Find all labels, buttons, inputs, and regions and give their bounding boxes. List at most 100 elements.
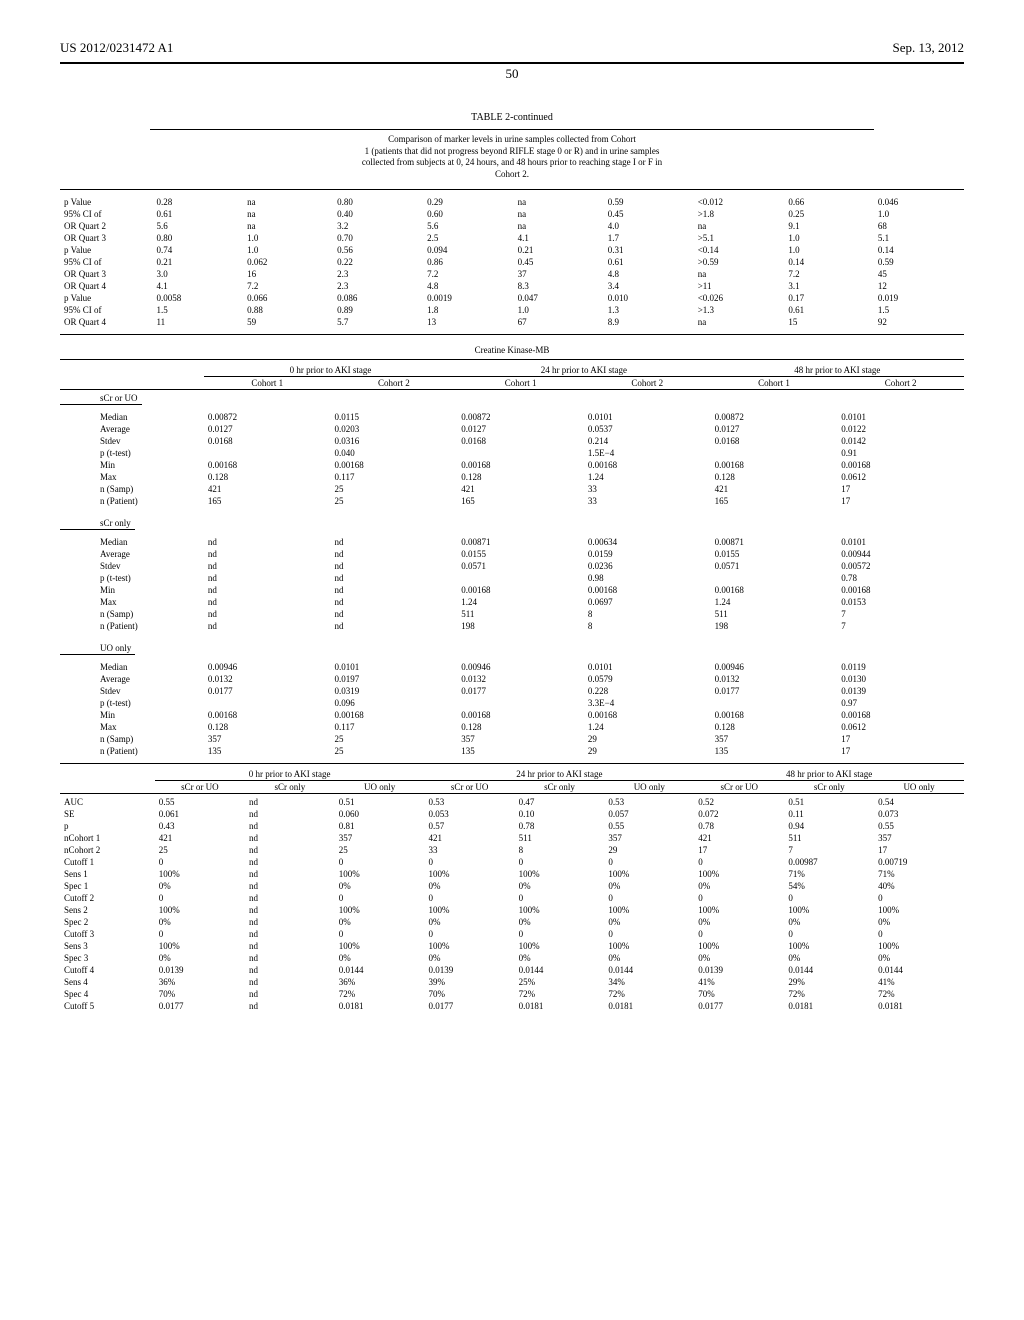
data-cell: 0% [425, 880, 515, 892]
cohort-header: Cohort 2 [584, 376, 711, 389]
data-cell: 0.0319 [331, 685, 458, 697]
data-cell: 100% [425, 904, 515, 916]
data-cell: 0.28 [153, 196, 244, 208]
data-cell: 357 [335, 832, 425, 844]
data-cell [204, 447, 331, 459]
data-cell: 0.0132 [457, 673, 584, 685]
data-cell: nd [245, 952, 335, 964]
data-cell: 12 [874, 280, 964, 292]
data-cell: 0.55 [604, 820, 694, 832]
data-cell: 0 [335, 892, 425, 904]
table-row: Averagendnd0.01550.01590.01550.00944 [60, 548, 964, 560]
table-row: Stdev0.01680.03160.01680.2140.01680.0142 [60, 435, 964, 447]
data-cell: 0.0101 [331, 661, 458, 673]
caption-line: Cohort 2. [252, 169, 772, 181]
data-cell: nd [245, 904, 335, 916]
data-cell: 0.0127 [457, 423, 584, 435]
data-cell: nd [245, 832, 335, 844]
doc-number: US 2012/0231472 A1 [60, 40, 173, 56]
data-cell: 29 [584, 745, 711, 757]
data-cell: 25 [331, 483, 458, 495]
row-label: 95% CI of [60, 208, 153, 220]
data-cell: 421 [155, 832, 245, 844]
data-cell: 0.0181 [515, 1000, 605, 1012]
data-cell: 0% [155, 916, 245, 928]
data-cell: 100% [694, 940, 784, 952]
row-label: Max [60, 596, 204, 608]
data-cell: 0.117 [331, 721, 458, 733]
row-label: Sens 4 [60, 976, 155, 988]
data-cell: 0.29 [423, 196, 514, 208]
col-header: sCr only [245, 780, 335, 793]
data-cell: 7.2 [243, 280, 333, 292]
data-cell: 0.214 [584, 435, 711, 447]
data-cell: 0.0177 [204, 685, 331, 697]
row-label: Cutoff 5 [60, 1000, 155, 1012]
data-cell: 5.1 [874, 232, 964, 244]
data-cell: 8.3 [514, 280, 604, 292]
data-cell: 135 [457, 745, 584, 757]
data-cell: 1.8 [423, 304, 514, 316]
data-cell: 2.3 [333, 268, 423, 280]
data-cell: >1.3 [694, 304, 785, 316]
data-cell: 3.3E−4 [584, 697, 711, 709]
data-cell: 0.0155 [711, 548, 838, 560]
data-cell: 25% [515, 976, 605, 988]
data-cell: 0.047 [514, 292, 604, 304]
data-cell: 135 [204, 745, 331, 757]
row-label: nCohort 2 [60, 844, 155, 856]
data-cell: 0% [155, 880, 245, 892]
data-cell: 100% [515, 868, 605, 880]
data-cell: 0.00168 [837, 709, 964, 721]
table-row: Cutoff 30nd0000000 [60, 928, 964, 940]
data-cell: 0.00168 [584, 709, 711, 721]
data-cell: nd [245, 868, 335, 880]
data-cell: na [514, 208, 604, 220]
data-cell: 0.094 [423, 244, 514, 256]
data-cell: 0.0019 [423, 292, 514, 304]
data-cell: 357 [604, 832, 694, 844]
data-cell: 0 [515, 928, 605, 940]
data-cell: 0.40 [333, 208, 423, 220]
data-cell: 100% [425, 868, 515, 880]
data-cell: 100% [335, 904, 425, 916]
col-header: sCr or UO [155, 780, 245, 793]
group-name: sCr or UO [60, 392, 142, 405]
table-row: Min0.001680.001680.001680.001680.001680.… [60, 709, 964, 721]
data-cell: 0.00872 [711, 411, 838, 423]
bottom-table: 0 hr prior to AKI stage24 hr prior to AK… [60, 768, 964, 1012]
data-cell: 29 [584, 733, 711, 745]
data-cell: 0.94 [784, 820, 874, 832]
table-row: Sens 2100%nd100%100%100%100%100%100%100% [60, 904, 964, 916]
data-cell: 67 [514, 316, 604, 328]
data-cell: 1.3 [604, 304, 694, 316]
data-cell: 4.8 [604, 268, 694, 280]
data-cell: 0.0142 [837, 435, 964, 447]
data-cell: 421 [694, 832, 784, 844]
data-cell: 100% [155, 940, 245, 952]
row-label: p (t-test) [60, 572, 204, 584]
data-cell: 33 [584, 483, 711, 495]
data-cell: 198 [711, 620, 838, 632]
data-cell: nd [245, 940, 335, 952]
row-label: Max [60, 471, 204, 483]
data-cell: 0.53 [425, 796, 515, 808]
data-cell: 0.88 [243, 304, 333, 316]
row-label: p (t-test) [60, 697, 204, 709]
table-row: Stdevndnd0.05710.02360.05710.00572 [60, 560, 964, 572]
table-row: p0.43nd0.810.570.780.550.780.940.55 [60, 820, 964, 832]
data-cell: 0% [335, 880, 425, 892]
data-cell: 0.00168 [711, 709, 838, 721]
data-cell [457, 447, 584, 459]
data-cell: 421 [711, 483, 838, 495]
table-row: OR Quart 25.6na3.25.6na4.0na9.168 [60, 220, 964, 232]
data-cell [204, 697, 331, 709]
data-cell: 0.00168 [457, 459, 584, 471]
data-cell: na [694, 316, 785, 328]
data-cell: 0% [155, 952, 245, 964]
data-cell: 25 [335, 844, 425, 856]
data-cell: 8 [515, 844, 605, 856]
data-cell: 511 [784, 832, 874, 844]
table-row: Spec 30%nd0%0%0%0%0%0%0% [60, 952, 964, 964]
row-label: Cutoff 1 [60, 856, 155, 868]
